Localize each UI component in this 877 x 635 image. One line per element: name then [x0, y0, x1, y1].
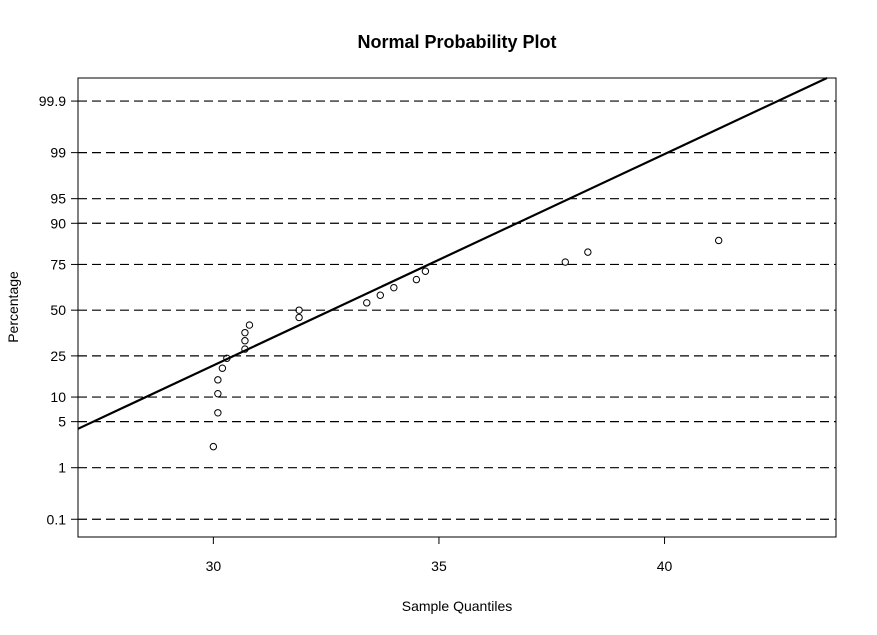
x-axis-ticks: 30 35 40 — [206, 537, 673, 574]
y-tick-label: 90 — [50, 215, 66, 231]
data-point — [412, 275, 421, 284]
data-point — [214, 389, 222, 398]
data-point — [390, 283, 398, 292]
x-axis-label: Sample Quantiles — [402, 598, 513, 614]
data-point — [218, 364, 227, 372]
data-point — [376, 291, 384, 299]
y-tick-label: 99 — [50, 145, 66, 161]
data-point — [241, 345, 249, 353]
data-point — [363, 299, 371, 307]
data-point — [214, 409, 222, 417]
y-tick-label: 95 — [50, 191, 66, 207]
data-point — [245, 321, 254, 329]
y-tick-label: 5 — [58, 414, 66, 430]
data-point — [584, 248, 592, 256]
grid-lines — [78, 100, 836, 520]
data-point — [421, 267, 430, 275]
data-point — [209, 442, 218, 451]
y-axis-label: Percentage — [5, 271, 21, 343]
reference-line — [77, 77, 828, 430]
data-point — [295, 313, 303, 322]
data-point — [241, 337, 249, 345]
x-tick-label: 35 — [431, 558, 447, 574]
data-point — [714, 236, 723, 245]
y-axis-ticks: 0.1 1 5 10 25 50 75 90 95 99 99.9 — [39, 93, 78, 527]
reference-line-group — [77, 77, 828, 430]
plot-frame — [77, 77, 837, 538]
y-tick-label: 99.9 — [39, 93, 66, 109]
data-point — [561, 258, 569, 266]
data-points — [209, 236, 723, 451]
y-tick-label: 75 — [50, 256, 66, 272]
data-point — [295, 306, 303, 314]
y-tick-label: 25 — [50, 348, 66, 364]
y-tick-label: 0.1 — [47, 511, 67, 527]
data-point — [241, 328, 249, 337]
y-tick-label: 50 — [50, 302, 66, 318]
data-point — [214, 376, 222, 384]
x-tick-label: 30 — [206, 558, 222, 574]
x-tick-label: 40 — [657, 558, 673, 574]
chart-title: Normal Probability Plot — [357, 32, 556, 52]
y-tick-label: 10 — [50, 389, 66, 405]
data-point — [223, 354, 231, 362]
y-tick-label: 1 — [58, 460, 66, 476]
